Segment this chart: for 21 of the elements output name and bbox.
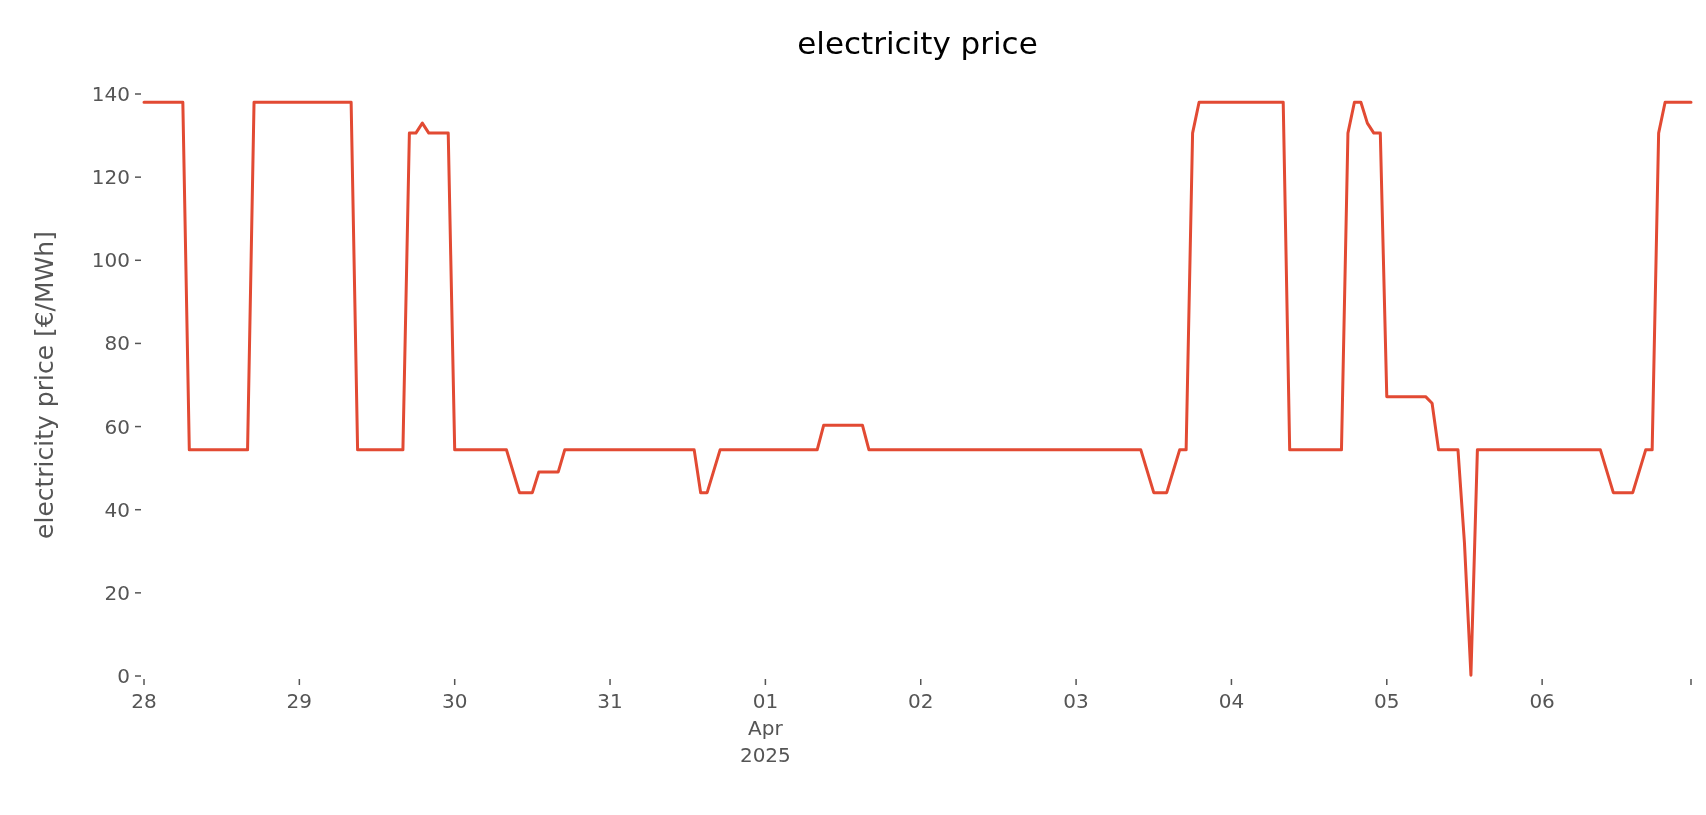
x-tick-label: 30 <box>441 689 468 713</box>
y-tick-label: 0 <box>117 664 130 688</box>
x-tick-label: 03 <box>1063 689 1089 713</box>
y-tick-label: 60 <box>104 414 130 439</box>
x-tick-label: 29 <box>286 689 313 713</box>
y-axis-title: electricity price [€/MWh] <box>30 231 59 539</box>
y-tick-label: 100 <box>91 248 130 273</box>
x-tick-label: 06 <box>1529 689 1555 713</box>
chart-title: electricity price <box>797 25 1038 61</box>
y-tick-label: 140 <box>91 82 130 106</box>
y-tick-label: 20 <box>104 580 130 605</box>
x-tick-label: 31 <box>597 689 623 713</box>
x-tick-label: 02 <box>908 689 934 713</box>
x-tick-label: 05 <box>1374 689 1400 713</box>
y-tick-label: 80 <box>104 331 130 356</box>
y-tick-label: 120 <box>91 165 130 190</box>
line-series <box>142 100 1693 677</box>
x-tick-label: 28 <box>131 689 157 713</box>
x-tick-label: 04 <box>1218 689 1245 713</box>
y-tick-label: 40 <box>104 497 130 522</box>
x-tick-label: 01 Apr 2025 <box>739 689 791 767</box>
